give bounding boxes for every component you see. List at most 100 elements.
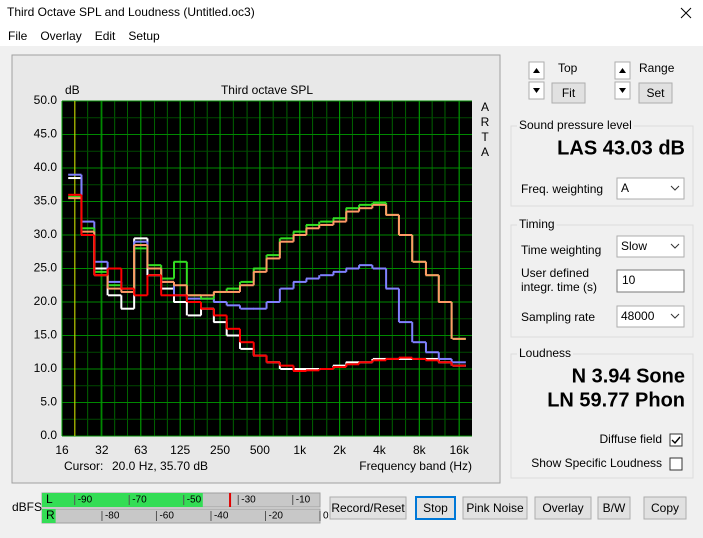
button[interactable] [597,496,631,520]
button[interactable] [462,496,528,520]
meter-tick-label: -10 [296,495,311,506]
meter-tick-label: -70 [132,495,147,506]
meter-tick-label: 0 [323,511,329,522]
meter-channel: R [46,508,55,522]
select-chevron [670,185,680,191]
x-tick-label: 500 [250,443,270,457]
meter-tick-label: -90 [78,495,93,506]
checkbox[interactable] [669,433,683,447]
select-chevron [670,313,680,319]
button-label: B/W [603,501,626,515]
y-tick-label: 15.0 [34,328,58,342]
y-tick-label: 20.0 [34,294,58,308]
select[interactable] [616,177,685,200]
button-label: Stop [423,501,448,515]
integr-label: User defined [521,266,589,280]
group-title: Loudness [519,346,571,360]
range-label: Range [639,61,675,75]
x-tick-label: 250 [210,443,230,457]
spin-down-arrow [533,88,540,93]
integr-value: 10 [622,273,636,287]
group-box [510,353,694,479]
select[interactable] [616,305,685,328]
button[interactable] [329,496,407,520]
select-value: Slow [621,239,647,253]
top-label: Top [558,61,578,75]
menu-item[interactable]: File [8,29,28,43]
title-bar [0,0,703,30]
spin-up-arrow [619,68,626,73]
time-weighting-label: Time weighting [521,243,601,257]
checkbox[interactable] [669,457,683,471]
y-tick-label: 45.0 [34,127,58,141]
x-tick-label: 2k [333,443,347,457]
menu-item[interactable]: Setup [128,29,160,43]
checkbox-label: Show Specific Loudness [531,456,662,470]
button-label: Pink Noise [466,501,524,515]
fit-button-label: Fit [562,86,576,100]
meter-tick-label: -80 [105,511,120,522]
y-tick-label: 40.0 [34,160,58,174]
button-label: Overlay [542,501,583,515]
x-axis-label: Frequency band (Hz) [359,459,472,473]
group-title: Timing [519,217,555,231]
cursor-label: Cursor: [64,459,103,473]
meter-channel: L [46,492,53,506]
button[interactable] [415,496,456,520]
group-title-bg [517,217,557,232]
x-tick-label: 125 [170,443,190,457]
meter-tick-label: -40 [214,511,229,522]
button-label: Record/Reset [331,501,405,515]
x-tick-label: 16k [449,443,469,457]
x-tick-label: 63 [134,443,148,457]
sampling-rate-label: Sampling rate [521,310,595,324]
y-tick-label: 0.0 [40,428,57,442]
integr-input[interactable] [616,269,685,293]
set-button-label: Set [646,86,665,100]
y-tick-label: 30.0 [34,227,58,241]
y-tick-label: 35.0 [34,194,58,208]
cursor-readout: 20.0 Hz, 35.70 dB [112,459,208,473]
y-tick-label: 25.0 [34,261,58,275]
spl-reading: LAS 43.03 dB [557,137,685,159]
meter-level [42,509,56,523]
window-title: Third Octave SPL and Loudness (Untitled.… [7,5,255,19]
group-title-bg [517,346,574,361]
select-value: 48000 [621,309,655,323]
menu-item[interactable]: Edit [95,29,116,43]
x-tick-label: 4k [373,443,387,457]
spin-down-arrow [619,88,626,93]
meter-tick-label: -60 [159,511,174,522]
button-label: Copy [651,501,679,515]
close-button[interactable] [680,7,692,19]
side-label: ARTA [478,100,492,160]
x-tick-label: 32 [95,443,109,457]
checkbox-label: Diffuse field [600,432,662,446]
y-tick-label: 10.0 [34,361,58,375]
x-tick-label: 8k [413,443,427,457]
meter-tick-label: -50 [187,495,202,506]
set-button[interactable] [638,82,673,104]
fit-button[interactable] [551,82,586,104]
button[interactable] [643,496,687,520]
group-title: Sound pressure level [519,118,632,132]
menu-bar [0,28,703,46]
select-value: A [621,181,629,195]
select[interactable] [616,235,685,258]
x-tick-label: 1k [293,443,307,457]
meter-label: dBFS [12,500,42,514]
y-tick-label: 50.0 [34,93,58,107]
button[interactable] [534,496,592,520]
checkmark [671,436,681,445]
meter-tick-label: -20 [268,511,283,522]
menu-item[interactable]: Overlay [40,29,81,43]
meter-level [42,493,203,507]
y-axis-label: dB [65,83,80,97]
select-chevron [670,243,680,249]
group-title-bg [517,118,634,133]
meter-tick-label: -30 [241,495,256,506]
integr-label: integr. time (s) [521,280,597,294]
y-tick-label: 5.0 [40,395,57,409]
